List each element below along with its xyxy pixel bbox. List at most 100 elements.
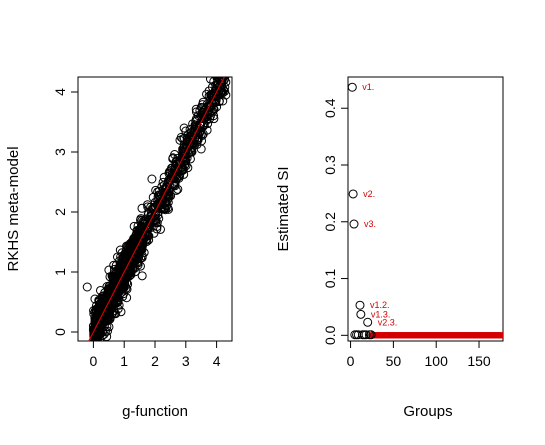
scatter-point (220, 77, 225, 78)
scatter-point (144, 231, 154, 241)
left-y-tick-label: 1 (52, 268, 68, 276)
scatter-point (185, 154, 195, 164)
scatter-point (183, 163, 193, 173)
si-point-label: v2.3. (378, 317, 398, 327)
right-y-tick-label: 0.3 (322, 155, 338, 175)
scatter-point (149, 228, 159, 238)
scatter-point (187, 147, 197, 157)
scatter-point (213, 66, 221, 74)
scatter-point (135, 231, 145, 241)
scatter-point (196, 111, 206, 121)
scatter-point (98, 327, 108, 337)
right-plot-area: v1. v2. v3. v1.2.v1.3.v2.3. (348, 82, 503, 340)
scatter-point (191, 104, 201, 114)
si-point (355, 300, 365, 310)
scatter-point (209, 111, 219, 121)
scatter-point (217, 77, 223, 79)
scatter-point (82, 282, 92, 292)
scatter-point (202, 99, 212, 109)
si-point (356, 309, 366, 319)
si-point (348, 189, 358, 199)
scatter-point (119, 279, 129, 289)
left-panel: g-function RKHS meta-model 0 1 2 3 4 0 1 2 3 4 (5, 57, 233, 420)
scatter-point (137, 203, 147, 213)
scatter-point (220, 57, 228, 65)
si-point-label: v1. (362, 82, 374, 92)
scatter-point (155, 224, 165, 234)
scatter-point (171, 185, 181, 195)
scatter-point (175, 135, 185, 145)
scatter-point (122, 255, 132, 265)
scatter-point (222, 60, 230, 68)
scatter-point (90, 294, 100, 304)
scatter-point (143, 202, 153, 212)
scatter-point (218, 60, 226, 68)
right-x-tick-label: 0 (347, 353, 355, 369)
scatter-point (144, 235, 154, 245)
scatter-point (170, 166, 180, 176)
scatter-point (217, 65, 225, 73)
scatter-point (90, 344, 98, 352)
right-panel: Groups Estimated SI 0 50 100 150 0.0 0.1 0.2 0.… (275, 76, 504, 420)
scatter-point (128, 243, 138, 253)
si-point-label: v1.2. (370, 300, 390, 310)
si-point (361, 330, 371, 340)
scatter-point (104, 291, 114, 301)
scatter-point (205, 111, 215, 121)
scatter-point (221, 68, 229, 76)
scatter-point (181, 126, 191, 136)
scatter-point (221, 77, 229, 79)
right-y-axis-label: Estimated SI (275, 166, 292, 251)
scatter-point (215, 81, 225, 91)
scatter-point (107, 303, 117, 313)
scatter-point (192, 136, 202, 146)
si-point (348, 82, 357, 92)
scatter-point (94, 342, 102, 350)
left-x-tick-label: 3 (182, 353, 190, 369)
scatter-point (147, 174, 157, 184)
scatter-point (209, 104, 219, 114)
left-y-tick-label: 2 (52, 208, 68, 216)
near-zero-group-mark (498, 332, 503, 339)
scatter-point (92, 337, 101, 341)
scatter-point (125, 267, 135, 277)
scatter-point (116, 307, 126, 317)
scatter-point (185, 138, 195, 148)
scatter-point (154, 202, 164, 212)
left-x-axis-label: g-function (122, 403, 188, 420)
right-x-tick-label: 150 (467, 353, 491, 369)
si-point (363, 317, 373, 327)
left-x-tick-label: 1 (120, 353, 128, 369)
scatter-point (175, 171, 185, 181)
scatter-point (205, 77, 215, 84)
scatter-point (137, 253, 147, 263)
scatter-point (167, 163, 177, 173)
scatter-point (129, 258, 139, 268)
scatter-point (221, 60, 229, 68)
right-y-tick-label: 0.1 (322, 269, 338, 289)
scatter-point (132, 255, 142, 265)
left-y-tick-label: 3 (52, 148, 68, 156)
scatter-point (130, 237, 140, 247)
right-plot-frame (347, 76, 504, 342)
scatter-point (108, 294, 118, 304)
scatter-point (216, 77, 226, 87)
scatter-point (218, 96, 228, 106)
left-x-tick-label: 4 (213, 353, 221, 369)
scatter-point (91, 343, 99, 351)
left-y-tick-label: 0 (52, 328, 68, 336)
left-y-axis-label: RKHS meta-model (5, 146, 22, 271)
scatter-point (105, 312, 115, 322)
scatter-point (217, 61, 225, 69)
right-x-tick-label: 50 (386, 353, 402, 369)
scatter-point (212, 102, 222, 112)
scatter-point (136, 215, 146, 225)
left-x-tick-label: 0 (90, 353, 98, 369)
left-x-tick-label: 2 (151, 353, 159, 369)
scatter-point (193, 135, 203, 145)
scatter-point (220, 62, 228, 70)
si-point-label: v3. (364, 219, 376, 229)
scatter-point (90, 335, 100, 341)
